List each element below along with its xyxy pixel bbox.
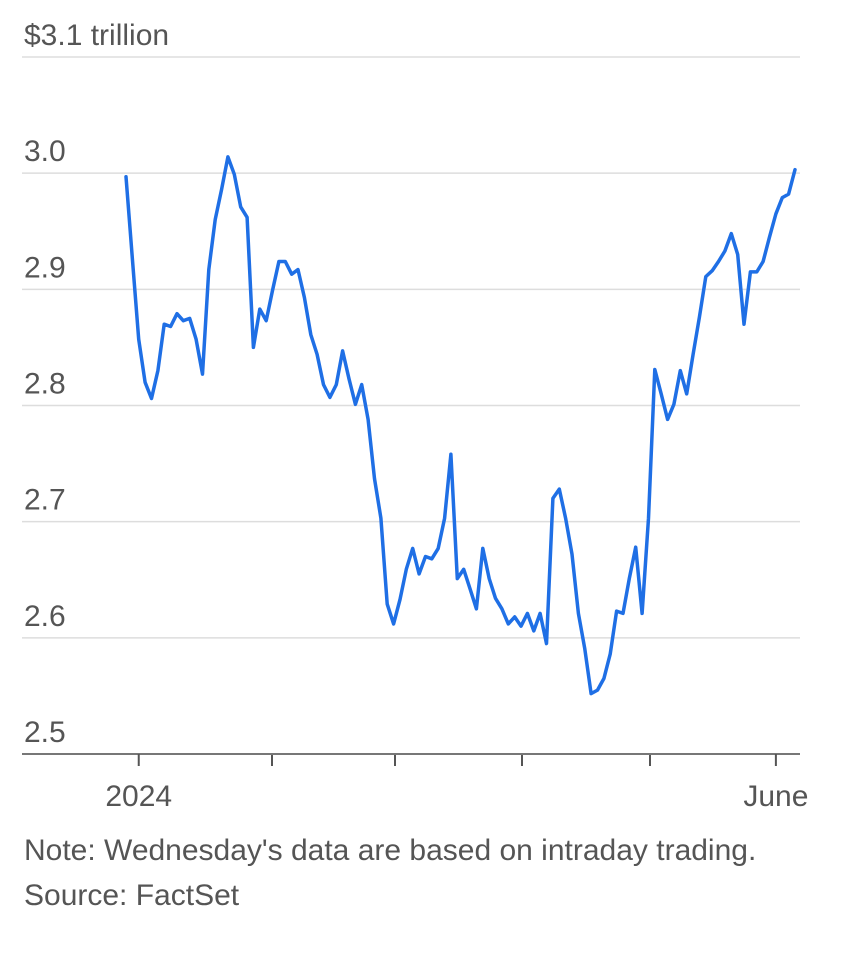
y-tick-label: 2.6: [24, 600, 66, 633]
y-tick-label: 2.7: [24, 484, 66, 517]
y-tick-label: $3.1 trillion: [24, 19, 169, 52]
footnotes: Note: Wednesday's data are based on intr…: [24, 828, 804, 918]
y-tick-label: 2.5: [24, 716, 66, 749]
note: Note: Wednesday's data are based on intr…: [24, 834, 757, 867]
chart: 2.5 2.6 2.7 2.8 2.9 3.0 $3.1 trillion 2024 June: [22, 19, 808, 813]
y-tick-label: 3.0: [24, 135, 66, 168]
x-tick-label: June: [743, 780, 808, 813]
y-tick-label: 2.9: [24, 251, 66, 284]
line-series: [124, 155, 797, 696]
y-tick-label: 2.8: [24, 368, 66, 401]
source: Source: FactSet: [24, 879, 240, 912]
x-tick-label: 2024: [105, 780, 172, 813]
